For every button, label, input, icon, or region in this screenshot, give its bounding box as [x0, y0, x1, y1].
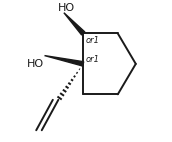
Text: HO: HO [26, 59, 44, 69]
Text: HO: HO [58, 3, 75, 13]
Text: or1: or1 [86, 55, 100, 64]
Polygon shape [64, 13, 85, 35]
Text: or1: or1 [86, 36, 100, 45]
Polygon shape [45, 56, 84, 66]
